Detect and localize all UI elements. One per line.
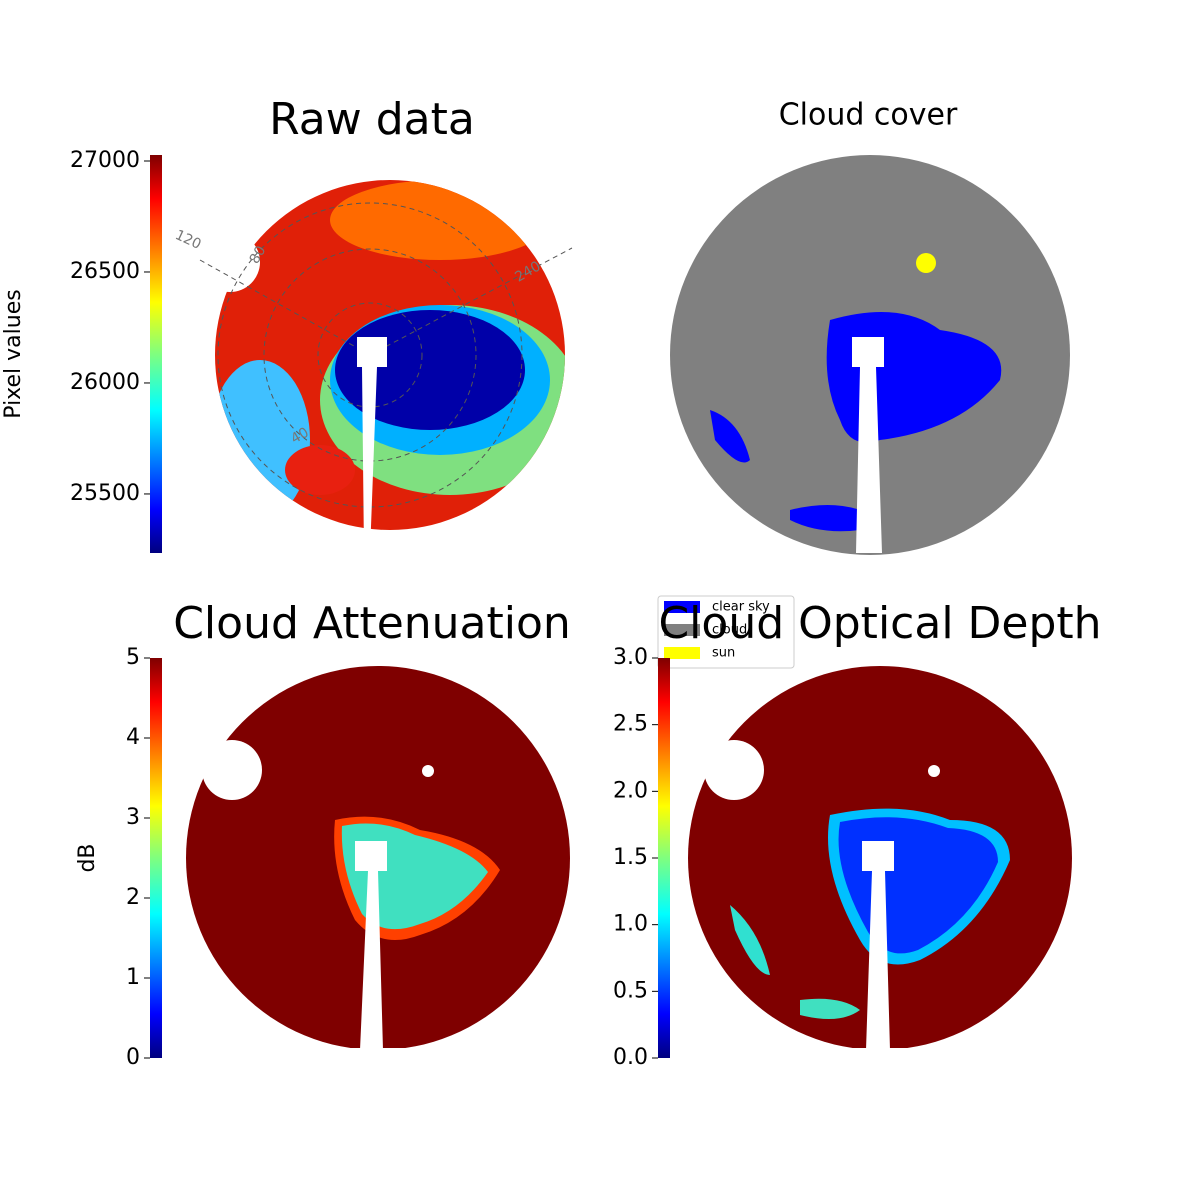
- tick-label: 2.0: [613, 778, 648, 803]
- colorbar: [150, 155, 162, 553]
- tick-label: 25500: [70, 481, 140, 506]
- tick-label: 2: [126, 885, 140, 910]
- polar-label: 40: [288, 425, 311, 448]
- tick-label: 3.0: [613, 645, 648, 670]
- colorbar-label: dB: [75, 843, 100, 872]
- tick-label: 4: [126, 725, 140, 750]
- legend-swatch: [664, 601, 700, 613]
- tick-label: 5: [126, 645, 140, 670]
- tick-label: 26000: [70, 370, 140, 395]
- panel-title: Cloud cover: [779, 98, 958, 133]
- tick-label: 1.5: [613, 845, 648, 870]
- polar-label: 120: [173, 227, 204, 253]
- legend-swatch: [664, 624, 700, 636]
- raw-image: [215, 180, 565, 530]
- panel-title: Raw data: [269, 94, 475, 145]
- tick-label: 3: [126, 805, 140, 830]
- legend-label: sun: [712, 646, 735, 661]
- tick-label: 1.0: [613, 912, 648, 937]
- colorbar: [658, 658, 670, 1058]
- legend-swatch: [664, 647, 700, 659]
- tick-label: 0: [126, 1045, 140, 1070]
- tick-label: 1: [126, 965, 140, 990]
- polar-label: 80: [247, 243, 270, 266]
- panel-title: Cloud Attenuation: [173, 598, 571, 649]
- tick-label: 0.5: [613, 978, 648, 1003]
- tick-label: 2.5: [613, 712, 648, 737]
- panel-title: Cloud Optical Depth: [658, 598, 1101, 649]
- tick-label: 27000: [70, 148, 140, 173]
- pole: [357, 337, 387, 553]
- legend-label: cloud: [712, 623, 747, 638]
- colorbar: [150, 658, 162, 1058]
- tick-label: 26500: [70, 259, 140, 284]
- colorbar-label: Pixel values: [1, 289, 26, 418]
- legend-label: clear sky: [712, 600, 770, 615]
- tick-label: 0.0: [613, 1045, 648, 1070]
